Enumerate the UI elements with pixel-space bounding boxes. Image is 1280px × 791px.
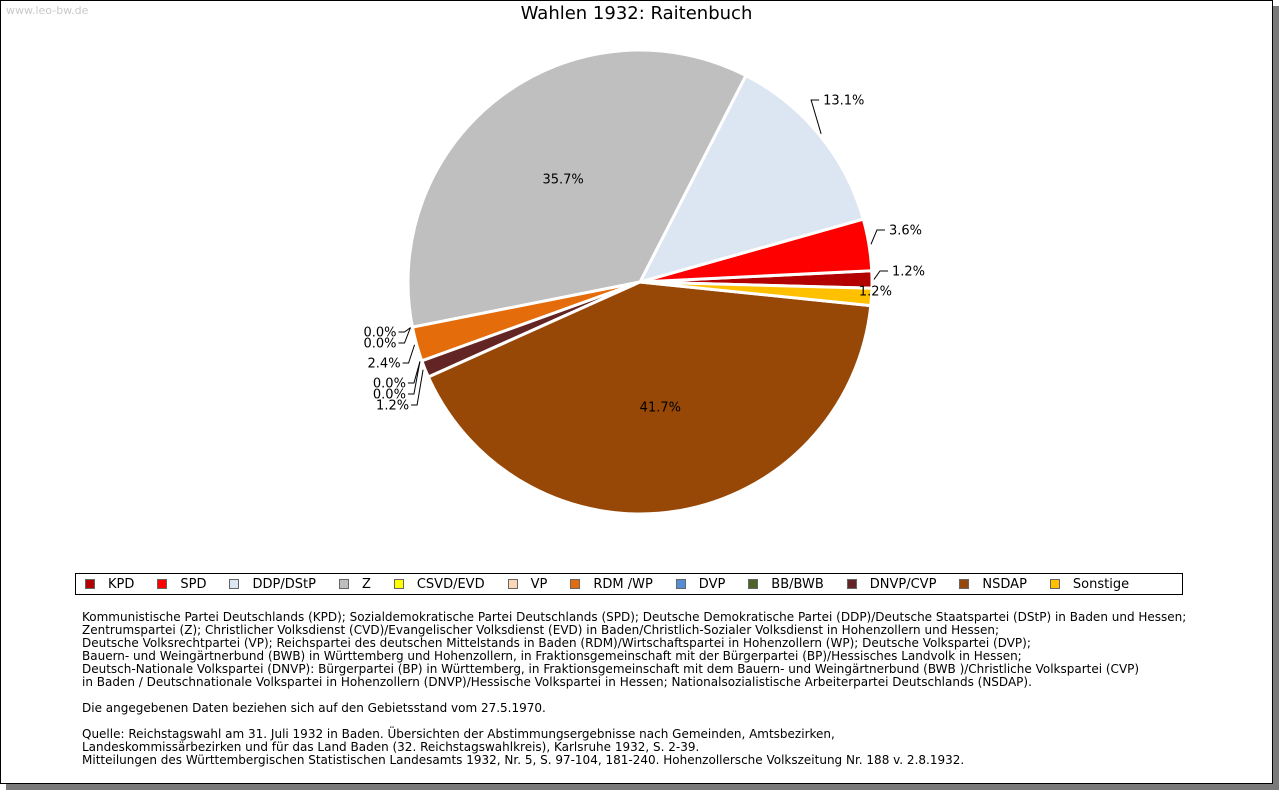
legend-item-sonstige: Sonstige <box>1049 576 1130 592</box>
legend-label-ddp-dstp: DDP/DStP <box>252 576 316 592</box>
pie-label-csvd-evd: 0.0% <box>363 326 396 341</box>
legend-swatch-rdm-wp <box>570 579 581 589</box>
legend-label-nsdap: NSDAP <box>982 576 1027 592</box>
pie-slice-ddp-dstp <box>637 73 866 285</box>
pie-label-spd: 3.6% <box>889 224 922 239</box>
pie-label-nsdap: 41.7% <box>640 400 681 415</box>
notes-party-line: Kommunistische Partei Deutschlands (KPD)… <box>82 610 1187 624</box>
notes: Kommunistische Partei Deutschlands (KPD)… <box>82 611 1232 767</box>
legend-item-bb-bwb: BB/BWB <box>748 576 824 592</box>
legend-swatch-csvd-evd <box>393 579 404 589</box>
notes-party-line: in Baden / Deutschnationale Volkspartei … <box>82 675 1032 689</box>
frame-shadow-right <box>1273 6 1279 790</box>
leader-line-dnvp-cvp <box>411 369 424 406</box>
legend-label-sonstige: Sonstige <box>1072 576 1130 592</box>
notes-party-line: Deutsche Volksrechtpartei (VP); Reichspa… <box>82 636 1031 650</box>
pie-label-bb-bwb: 0.0% <box>373 388 406 403</box>
legend-label-csvd-evd: CSVD/EVD <box>416 576 485 592</box>
pie-label-vp: 0.0% <box>363 337 396 352</box>
leader-line-kpd <box>873 270 888 280</box>
legend-item-vp: VP <box>507 576 548 592</box>
legend-item-ddp-dstp: DDP/DStP <box>229 576 316 592</box>
legend-item-nsdap: NSDAP <box>959 577 1027 592</box>
notes-source-line: Quelle: Reichstagswahl am 31. Juli 1932 … <box>82 727 835 741</box>
leader-line-csvd-evd <box>398 327 411 333</box>
legend-item-kpd: KPD <box>85 577 134 592</box>
legend-swatch-vp <box>507 579 518 589</box>
legend-item-spd: SPD <box>157 577 206 592</box>
pie-label-rdm-wp: 2.4% <box>368 357 401 372</box>
notes-source-line: Mitteilungen des Württembergischen Stati… <box>82 753 965 767</box>
pie-label-sonstige: 1.2% <box>859 285 892 300</box>
notes-party-line: Bauern- und Weingärtnerbund (BWB) in Wür… <box>82 649 1022 663</box>
legend-label-vp: VP <box>530 576 548 592</box>
legend-swatch-sonstige <box>1049 579 1060 589</box>
notes-source-line: Landeskommissärbezirken und für das Land… <box>82 740 700 754</box>
legend-item-dnvp-cvp: DNVP/CVP <box>846 576 937 592</box>
watermark: www.leo-bw.de <box>6 4 89 17</box>
legend-swatch-spd <box>157 579 168 589</box>
pie-label-z: 35.7% <box>542 173 583 188</box>
pie-label-dnvp-cvp: 1.2% <box>376 399 409 414</box>
leader-line-dvp <box>407 361 421 384</box>
leader-line-vp <box>398 327 411 344</box>
pie-label-kpd: 1.2% <box>892 265 925 280</box>
legend-label-kpd: KPD <box>108 576 135 592</box>
legend-item-rdm-wp: RDM /WP <box>570 576 653 592</box>
leader-line-spd <box>870 229 885 245</box>
pie-slice-sonstige <box>639 280 874 308</box>
legend-swatch-bb-bwb <box>748 579 759 589</box>
frame-shadow-bottom <box>6 784 1279 790</box>
legend-label-dnvp-cvp: DNVP/CVP <box>869 576 937 592</box>
leader-line-rdm-wp <box>402 344 416 364</box>
notes-party-line: Deutsch-Nationale Volkspartei (DNVP): Bü… <box>82 662 1140 676</box>
notes-gebietsstand: Die angegebenen Daten beziehen sich auf … <box>82 701 546 715</box>
legend: KPD SPD DDP/DStP Z CSVD/EVD VP RDM /WP DVP BB/BW… <box>75 573 1183 595</box>
legend-swatch-z <box>338 579 349 589</box>
legend-swatch-ddp-dstp <box>229 579 240 589</box>
leader-line-ddp-dstp <box>810 99 822 134</box>
legend-swatch-nsdap <box>959 579 970 589</box>
legend-label-bb-bwb: BB/BWB <box>771 576 824 592</box>
legend-swatch-kpd <box>85 579 95 589</box>
legend-item-csvd-evd: CSVD/EVD <box>393 576 485 592</box>
legend-label-dvp: DVP <box>698 576 726 592</box>
legend-item-z: Z <box>338 576 371 592</box>
pie-label-ddp-dstp: 13.1% <box>823 94 864 109</box>
legend-label-z: Z <box>361 576 371 592</box>
legend-swatch-dvp <box>675 579 686 589</box>
pie-slice-nsdap <box>426 280 873 516</box>
pie-slice-z <box>406 48 748 329</box>
leader-line-bb-bwb <box>407 361 421 395</box>
legend-swatch-dnvp-cvp <box>846 579 857 589</box>
pie-chart: 35.7%41.7%1.2%13.1%3.6%1.2%0.0%0.0%2.4%0… <box>363 48 925 516</box>
notes-party-line: Zentrumspartei (Z); Christlicher Volksdi… <box>82 623 1000 637</box>
pie-label-dvp: 0.0% <box>373 377 406 392</box>
legend-item-dvp: DVP <box>675 576 726 592</box>
legend-label-spd: SPD <box>180 576 207 592</box>
legend-label-rdm-wp: RDM /WP <box>593 576 653 592</box>
chart-title: Wahlen 1932: Raitenbuch <box>520 3 753 24</box>
